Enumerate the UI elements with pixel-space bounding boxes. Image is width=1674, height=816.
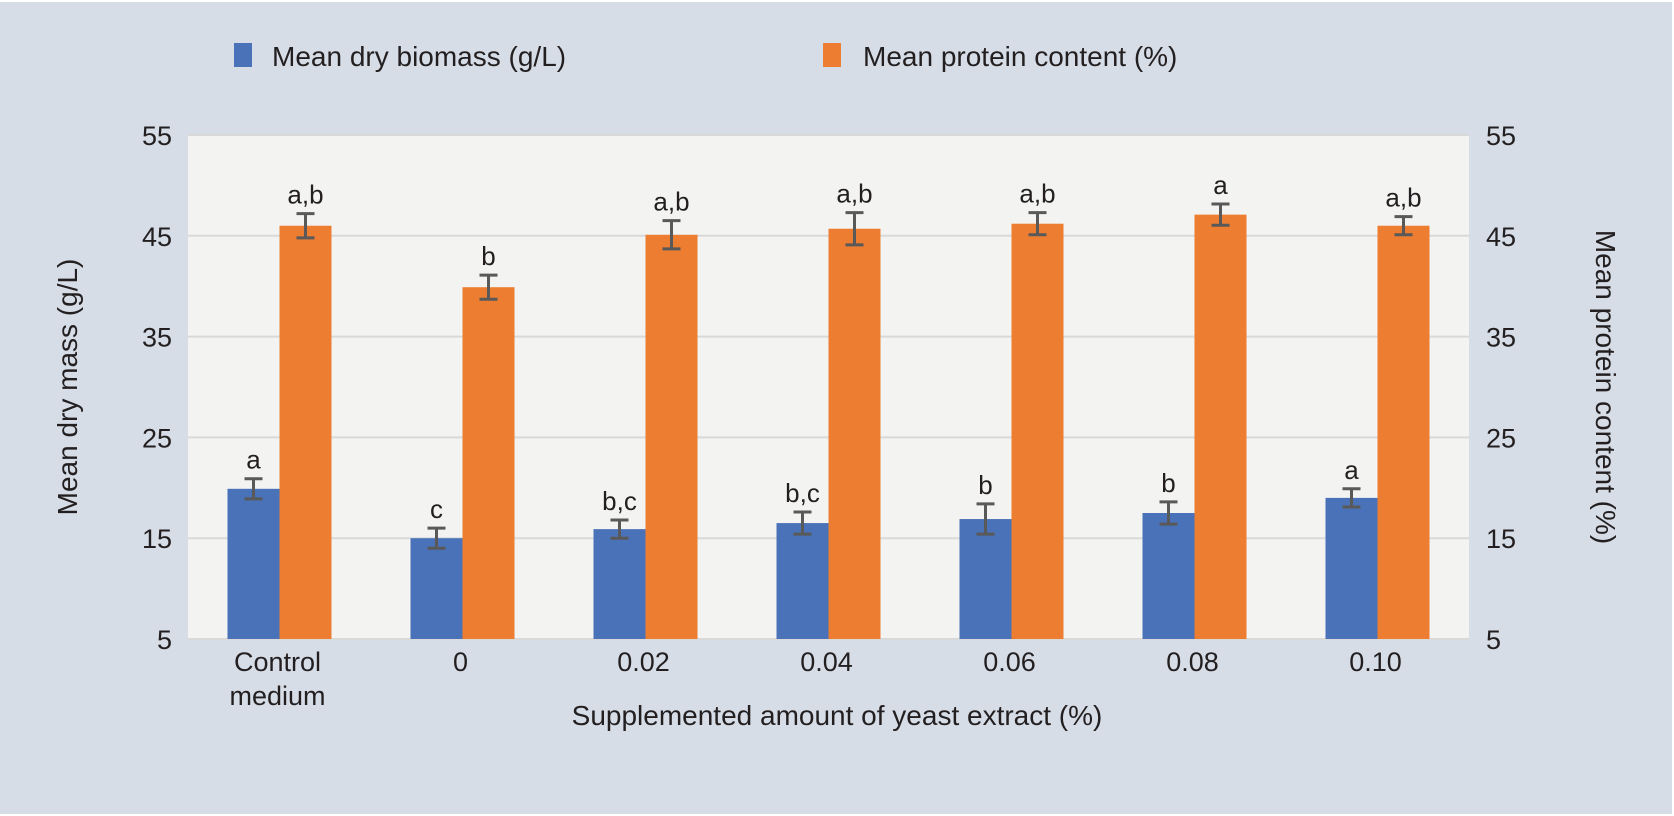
error-bar bbox=[479, 273, 498, 301]
bar-protein-content bbox=[279, 225, 332, 639]
x-tick-label: 0 bbox=[453, 647, 468, 677]
legend: Mean dry biomass (g/L) Mean protein cont… bbox=[234, 41, 1177, 72]
y-tick-label-right: 55 bbox=[1486, 121, 1516, 151]
bar-protein-content bbox=[462, 287, 515, 639]
error-bar bbox=[1028, 211, 1047, 237]
y-tick-label-right: 15 bbox=[1486, 524, 1516, 554]
significance-label: b bbox=[978, 470, 992, 500]
error-bar bbox=[296, 212, 315, 240]
significance-label: a bbox=[246, 445, 261, 475]
x-tick-label: 0.06 bbox=[983, 647, 1036, 677]
y-tick-label-right: 25 bbox=[1486, 423, 1516, 453]
bar-protein-content bbox=[1377, 225, 1430, 639]
error-bar bbox=[1394, 215, 1413, 237]
error-bar bbox=[1342, 487, 1361, 509]
bar-dry-biomass bbox=[1325, 497, 1378, 639]
y-tick-label-left: 55 bbox=[142, 121, 172, 151]
significance-label: b bbox=[1161, 468, 1175, 498]
bar-dry-biomass bbox=[593, 529, 646, 639]
significance-label: b,c bbox=[602, 486, 637, 516]
error-bar bbox=[427, 526, 446, 550]
y-axis-left-title: Mean dry mass (g/L) bbox=[52, 259, 83, 516]
bars bbox=[227, 214, 1430, 640]
y-axis-right-title: Mean protein content (%) bbox=[1590, 230, 1621, 544]
error-bar bbox=[1211, 202, 1230, 227]
legend-label-dry-biomass: Mean dry biomass (g/L) bbox=[272, 41, 566, 72]
error-bar bbox=[976, 502, 995, 536]
legend-swatch-protein-content bbox=[823, 43, 841, 67]
x-tick-label: Control bbox=[234, 647, 321, 677]
significance-label: a,b bbox=[836, 179, 872, 209]
y-tick-label-right: 35 bbox=[1486, 323, 1516, 353]
y-tick-label-right: 5 bbox=[1486, 625, 1501, 655]
y-tick-label-left: 35 bbox=[142, 323, 172, 353]
x-tick-label: 0.04 bbox=[800, 647, 853, 677]
bar-dry-biomass bbox=[1142, 513, 1195, 639]
y-tick-label-left: 25 bbox=[142, 423, 172, 453]
x-tick-label: medium bbox=[229, 681, 325, 711]
x-axis-title: Supplemented amount of yeast extract (%) bbox=[572, 700, 1103, 731]
error-bar bbox=[610, 518, 629, 540]
error-bars bbox=[244, 202, 1413, 550]
x-tick-label: 0.02 bbox=[617, 647, 670, 677]
y-tick-label-left: 5 bbox=[157, 625, 172, 655]
significance-labels: a a,b c b b,c a,b b,c a,b b a,b b a a a,b bbox=[246, 170, 1421, 524]
x-axis-ticks: Control medium 0 0.02 0.04 0.06 0.08 0.10 bbox=[229, 647, 1401, 711]
y-tick-label-right: 45 bbox=[1486, 222, 1516, 252]
bar-dry-biomass bbox=[410, 538, 463, 639]
bar-protein-content bbox=[828, 228, 881, 639]
bar-dry-biomass bbox=[776, 523, 829, 639]
legend-swatch-dry-biomass bbox=[234, 43, 252, 67]
significance-label: a,b bbox=[287, 180, 323, 210]
error-bar bbox=[1159, 500, 1178, 526]
error-bar bbox=[793, 510, 812, 536]
x-tick-label: 0.10 bbox=[1349, 647, 1402, 677]
bar-protein-content bbox=[645, 234, 698, 640]
y-axis-right-ticks: 5 15 25 35 45 55 bbox=[1486, 121, 1516, 655]
error-bar bbox=[845, 211, 864, 247]
bar-protein-content bbox=[1011, 223, 1064, 640]
y-tick-label-left: 15 bbox=[142, 524, 172, 554]
bar-dry-biomass bbox=[227, 488, 280, 639]
bar-dry-biomass bbox=[959, 519, 1012, 639]
significance-label: b bbox=[481, 241, 495, 271]
significance-label: a bbox=[1213, 170, 1228, 200]
error-bar bbox=[244, 477, 263, 501]
x-tick-label: 0.08 bbox=[1166, 647, 1219, 677]
significance-label: a,b bbox=[1019, 179, 1055, 209]
significance-label: c bbox=[430, 494, 443, 524]
y-tick-label-left: 45 bbox=[142, 222, 172, 252]
error-bar bbox=[662, 219, 681, 251]
significance-label: a bbox=[1344, 455, 1359, 485]
y-axis-left-ticks: 5 15 25 35 45 55 bbox=[142, 121, 172, 655]
legend-label-protein-content: Mean protein content (%) bbox=[863, 41, 1177, 72]
significance-label: a,b bbox=[1385, 183, 1421, 213]
significance-label: b,c bbox=[785, 478, 820, 508]
bar-protein-content bbox=[1194, 214, 1247, 639]
significance-label: a,b bbox=[653, 187, 689, 217]
